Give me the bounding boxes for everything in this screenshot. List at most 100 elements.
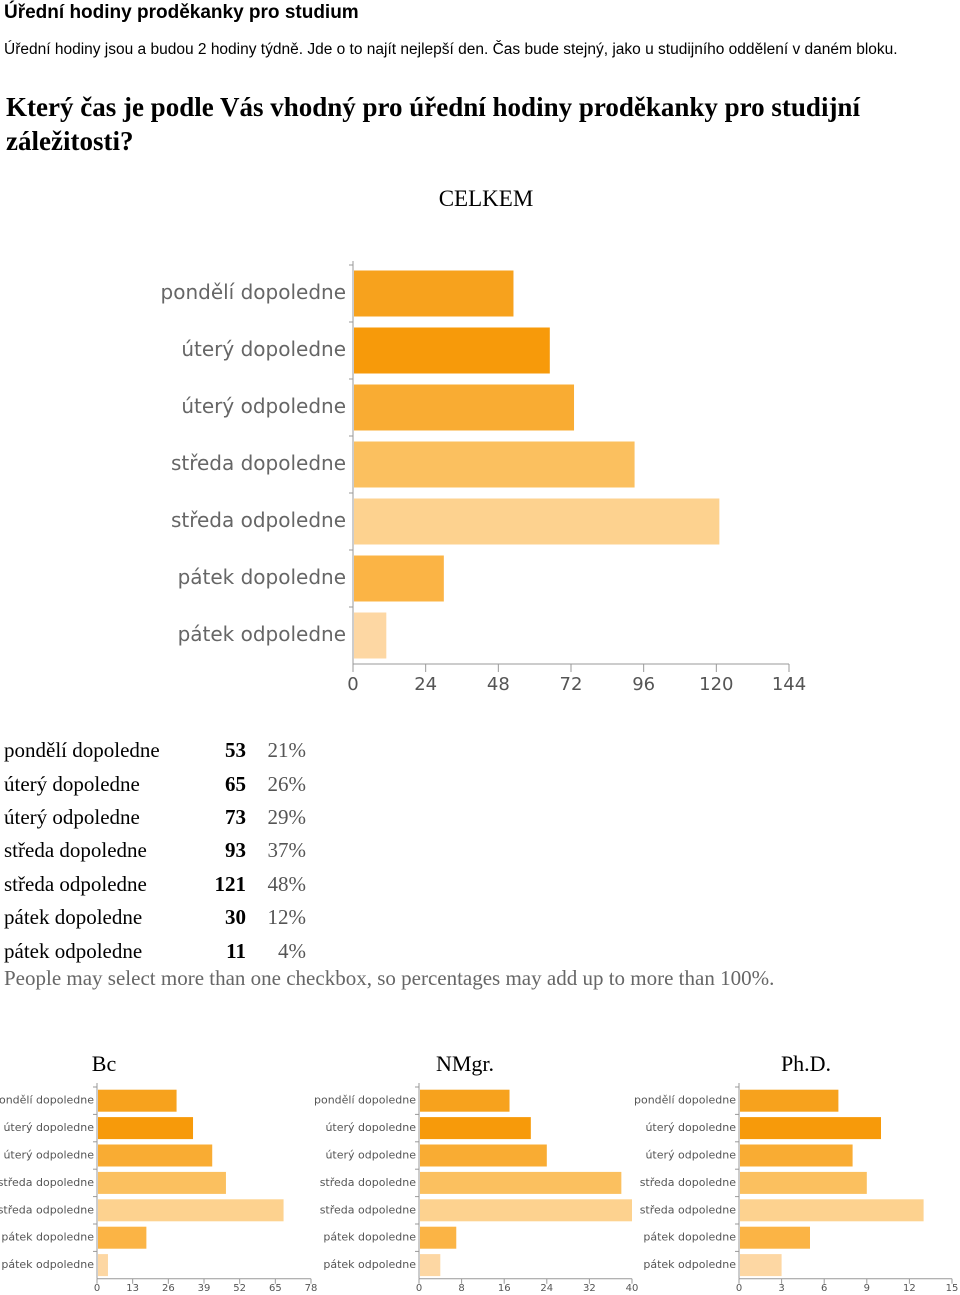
phd-category-label: úterý odpoledne [645, 1149, 736, 1162]
result-count: 121 [214, 871, 247, 896]
bc-bar [98, 1171, 226, 1194]
main-bar [354, 612, 387, 659]
nmgr-bar [420, 1089, 510, 1112]
nmgr-category-label: středa odpoledne [320, 1203, 417, 1216]
phd-x-tick-label: 12 [903, 1283, 916, 1294]
bc-x-tick-label: 65 [269, 1283, 282, 1294]
nmgr-category-label: úterý dopoledne [325, 1121, 416, 1134]
nmgr-category-label: úterý odpoledne [325, 1149, 416, 1162]
bc-x-tick-label: 39 [198, 1283, 211, 1294]
result-percent: 29% [267, 804, 307, 829]
phd-bar [740, 1144, 853, 1167]
result-row: pondělí dopoledne 53 21% [4, 734, 306, 767]
phd-x-tick-label: 6 [821, 1283, 827, 1294]
main-category-label: úterý odpoledne [181, 394, 346, 418]
phd-x-tick-label: 15 [946, 1283, 959, 1294]
result-label: úterý dopoledne [4, 771, 140, 796]
nmgr-bar [420, 1226, 457, 1249]
main-x-tick-label: 96 [632, 674, 655, 695]
phd-category-label: středa odpoledne [640, 1203, 737, 1216]
result-label: pátek dopoledne [4, 905, 143, 930]
main-bar [354, 327, 550, 374]
result-count: 11 [226, 938, 246, 963]
main-x-tick-label: 48 [487, 674, 510, 695]
nmgr-bar [420, 1144, 547, 1167]
nmgr-x-tick-label: 24 [540, 1283, 553, 1294]
result-label: pátek odpoledne [4, 938, 143, 963]
main-bar [354, 384, 575, 431]
main-bar [354, 498, 720, 545]
result-percent: 37% [267, 838, 307, 863]
result-count: 65 [225, 771, 246, 796]
intro-text: Úřední hodiny jsou a budou 2 hodiny týdn… [4, 41, 898, 58]
nmgr-x-tick-label: 0 [416, 1283, 422, 1294]
phd-bar [740, 1171, 867, 1194]
phd-category-label: pátek dopoledne [643, 1231, 736, 1244]
bc-bar [98, 1226, 147, 1249]
phd-bar [740, 1226, 810, 1249]
main-x-tick-label: 24 [414, 674, 437, 695]
bc-category-label: pondělí dopoledne [0, 1094, 94, 1107]
bc-x-tick-label: 52 [233, 1283, 246, 1294]
results-table: pondělí dopoledne 53 21% úterý dopoledne 65 2… [4, 734, 306, 968]
result-row: pátek dopoledne 30 12% [4, 901, 306, 934]
nmgr-bar [420, 1199, 632, 1222]
result-count: 93 [225, 838, 246, 863]
result-row: středa dopoledne 93 37% [4, 834, 306, 867]
bc-category-label: pátek odpoledne [1, 1258, 94, 1271]
main-bar [354, 555, 444, 602]
phd-bar [740, 1199, 924, 1222]
result-percent: 48% [267, 871, 307, 896]
bc-x-tick-label: 78 [305, 1283, 318, 1294]
question-heading: Který čas je podle Vás vhodný pro úřední… [6, 92, 860, 156]
phd-chart-title: Ph.D. [781, 1051, 831, 1076]
main-x-tick-label: 72 [560, 674, 583, 695]
nmgr-bar [420, 1254, 441, 1277]
bc-x-tick-label: 0 [94, 1283, 100, 1294]
main-category-label: středa odpoledne [171, 508, 346, 532]
phd-x-tick-label: 9 [864, 1283, 870, 1294]
phd-x-tick-label: 0 [736, 1283, 742, 1294]
phd-category-label: středa dopoledne [640, 1176, 737, 1189]
main-category-label: pondělí dopoledne [161, 280, 346, 304]
result-label: středa odpoledne [4, 871, 147, 896]
main-category-label: pátek odpoledne [178, 622, 346, 646]
bc-bar [98, 1199, 284, 1222]
page-title: Úřední hodiny proděkanky pro studium [4, 2, 359, 23]
result-row: pátek odpoledne 11 4% [4, 934, 306, 967]
main-bar [354, 270, 514, 317]
bc-bar [98, 1117, 194, 1140]
bc-category-label: úterý odpoledne [3, 1149, 94, 1162]
result-count: 53 [225, 738, 246, 763]
nmgr-category-label: pátek odpoledne [323, 1258, 416, 1271]
result-percent: 26% [267, 771, 307, 796]
bc-x-tick-label: 13 [126, 1283, 139, 1294]
result-percent: 12% [267, 905, 307, 930]
result-label: úterý odpoledne [4, 804, 140, 829]
result-label: pondělí dopoledne [4, 738, 160, 763]
bc-category-label: středa dopoledne [0, 1176, 94, 1189]
bc-category-label: pátek dopoledne [1, 1231, 94, 1244]
bc-bar [98, 1144, 213, 1167]
nmgr-x-tick-label: 16 [498, 1283, 511, 1294]
bc-bar [98, 1254, 108, 1277]
nmgr-category-label: pondělí dopoledne [314, 1094, 416, 1107]
main-chart-title: CELKEM [438, 186, 534, 211]
nmgr-bar [420, 1171, 622, 1194]
bc-category-label: středa odpoledne [0, 1203, 94, 1216]
phd-bar [740, 1089, 839, 1112]
result-row: úterý odpoledne 73 29% [4, 801, 306, 834]
phd-bar [740, 1117, 881, 1140]
result-count: 73 [225, 804, 246, 829]
phd-category-label: úterý dopoledne [645, 1121, 736, 1134]
phd-category-label: pátek odpoledne [643, 1258, 736, 1271]
multi-select-note: People may select more than one checkbox… [4, 966, 775, 990]
main-category-label: středa dopoledne [171, 451, 346, 475]
result-percent: 4% [278, 938, 306, 963]
phd-bar [740, 1254, 782, 1277]
main-x-tick-label: 120 [699, 674, 733, 695]
nmgr-category-label: pátek dopoledne [323, 1231, 416, 1244]
main-category-label: pátek dopoledne [178, 565, 346, 589]
result-label: středa dopoledne [4, 838, 147, 863]
result-row: úterý dopoledne 65 26% [4, 767, 306, 800]
